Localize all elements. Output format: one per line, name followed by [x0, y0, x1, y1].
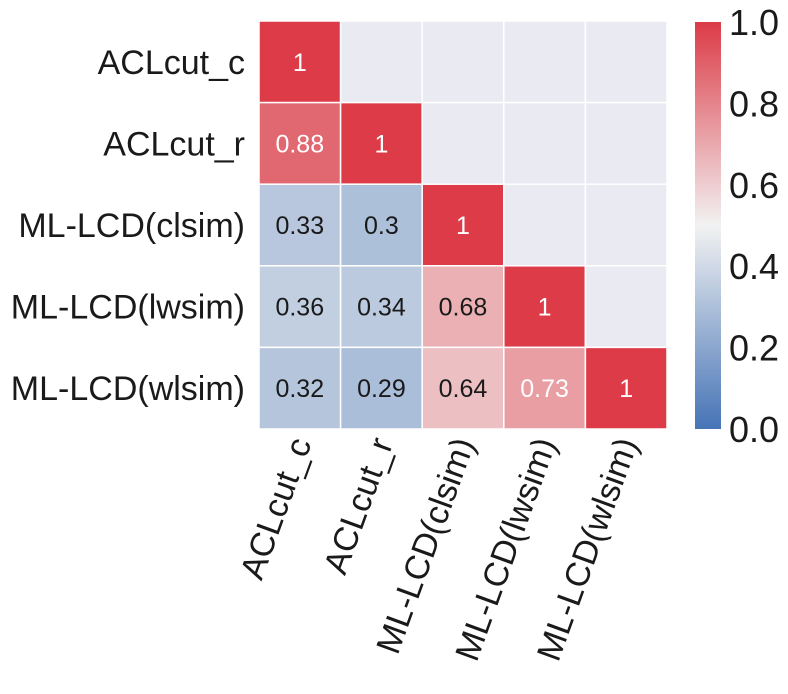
heatmap-cell: [421, 265, 505, 349]
heatmap-cell: [584, 346, 668, 430]
colorbar-tick-label: 0.6: [729, 165, 779, 206]
heatmap-cell-value: 1: [456, 212, 470, 240]
heatmap-cell-masked: [584, 265, 668, 349]
heatmap-cell-value: 1: [619, 375, 633, 403]
col-labels: ACLcut_cACLcut_rML-LCD(clsim)ML-LCD(lwsi…: [233, 433, 646, 666]
heatmap-cell-value: 0.36: [275, 294, 324, 322]
heatmap-cell: [421, 346, 505, 430]
heatmap-cell: [339, 183, 423, 267]
heatmap-cell: [503, 346, 587, 430]
heatmap-cell-masked: [584, 183, 668, 267]
heatmap-cell-masked: [503, 183, 587, 267]
heatmap-cells: [258, 20, 668, 430]
row-label: ACLcut_c: [98, 44, 245, 82]
heatmap-cell-masked: [503, 101, 587, 185]
heatmap-cell-value: 1: [538, 294, 552, 322]
heatmap-cell-value: 1: [293, 49, 307, 77]
heatmap-cell-value: 0.3: [364, 212, 399, 240]
colorbar: 0.0 0.2 0.4 0.6 0.8 1.0: [695, 2, 779, 450]
heatmap-cell-value: 1: [374, 130, 388, 158]
heatmap-cell-value: 0.29: [357, 375, 406, 403]
row-label: ML-LCD(clsim): [18, 207, 245, 245]
heatmap-cell-value: 0.73: [520, 375, 569, 403]
row-label: ML-LCD(wlsim): [11, 370, 245, 408]
heatmap-cell-masked: [421, 20, 505, 104]
heatmap-cell: [258, 20, 342, 104]
row-label: ML-LCD(lwsim): [11, 289, 245, 327]
heatmap-cell-value: 0.32: [275, 375, 324, 403]
heatmap-cell-masked: [503, 20, 587, 104]
heatmap-cell-value: 0.33: [275, 212, 324, 240]
colorbar-tick-label: 1.0: [729, 2, 779, 43]
row-labels: ACLcut_c ACLcut_r ML-LCD(clsim) ML-LCD(lwsi…: [11, 44, 245, 408]
heatmap-cell-value: 0.34: [357, 294, 406, 322]
heatmap-cell: [339, 346, 423, 430]
heatmap-annotations: 1 0.88 1 0.33 0.3 1 0.36 0.34 0.68 1 0.32 0.29 0.64 0…: [275, 49, 633, 403]
heatmap-cell-masked: [584, 20, 668, 104]
heatmap-cell-masked: [584, 101, 668, 185]
heatmap-cell: [258, 265, 342, 349]
heatmap-cell-value: 0.88: [275, 130, 324, 158]
col-label: ACLcut_c: [233, 433, 319, 585]
row-label: ACLcut_r: [103, 125, 245, 163]
colorbar-tick-label: 0.8: [729, 83, 779, 124]
colorbar-tick-label: 0.0: [729, 409, 779, 450]
col-label: ACLcut_r: [317, 433, 401, 579]
heatmap-cell: [339, 265, 423, 349]
heatmap-cell-value: 0.68: [439, 294, 488, 322]
colorbar-tick-label: 0.4: [729, 246, 779, 287]
colorbar-gradient: [695, 22, 721, 429]
heatmap-cell-masked: [421, 101, 505, 185]
heatmap-cell-value: 0.64: [439, 375, 488, 403]
heatmap-cell-masked: [339, 20, 423, 104]
heatmap-cell: [503, 265, 587, 349]
heatmap-cell: [258, 346, 342, 430]
colorbar-tick-label: 0.2: [729, 328, 779, 369]
heatmap-cell: [421, 183, 505, 267]
